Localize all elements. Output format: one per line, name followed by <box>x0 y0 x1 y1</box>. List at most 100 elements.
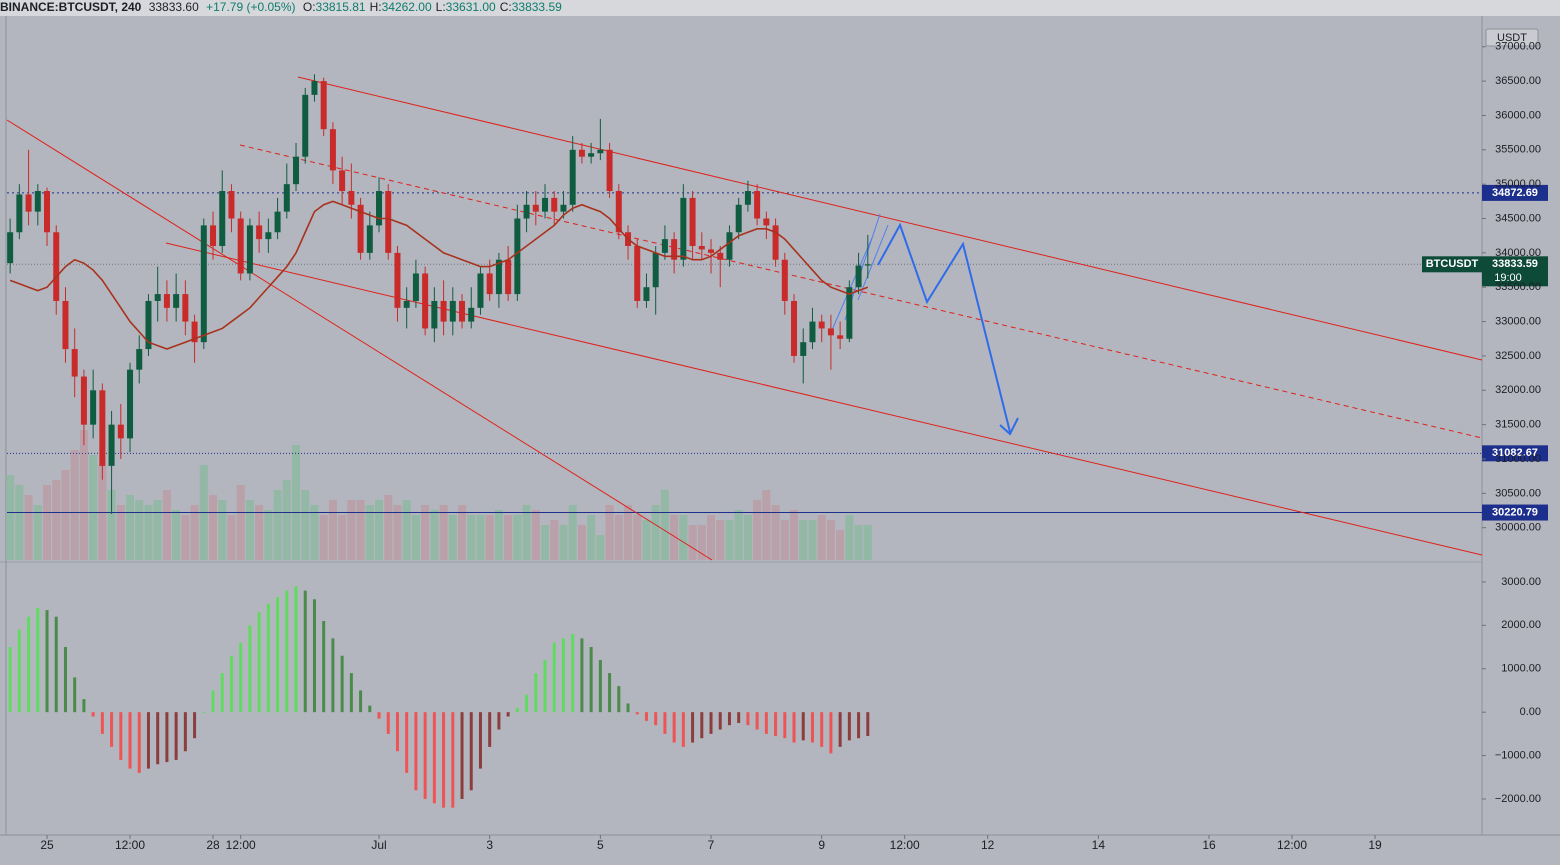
volume-bar <box>559 525 568 560</box>
channel-upper <box>297 76 1483 361</box>
candle-body <box>16 194 23 233</box>
volume-bar <box>116 505 125 560</box>
y-tick-label: 35000.00 <box>1495 178 1541 190</box>
volume-bar <box>863 525 872 560</box>
hist-bar <box>63 647 67 713</box>
y-tick-label: 37000.00 <box>1495 41 1541 53</box>
hist-bar <box>165 712 169 763</box>
candle-body <box>643 287 650 301</box>
hist-bar <box>331 638 335 713</box>
y-tick-label: 31000.00 <box>1495 453 1541 465</box>
volume-bar <box>310 505 319 560</box>
hist-bar <box>755 712 759 730</box>
candle-body <box>698 245 705 250</box>
y-tick-label: 33500.00 <box>1495 281 1541 293</box>
x-tick-label: 9 <box>818 838 825 852</box>
candle-body <box>154 294 161 301</box>
hist-bar <box>128 712 132 769</box>
volume-bar <box>301 490 310 560</box>
x-tick-label: 12:00 <box>226 838 256 852</box>
hist-bar <box>414 712 418 791</box>
hist-bar <box>598 660 602 713</box>
x-tick-label: 7 <box>708 838 715 852</box>
candle-body <box>864 264 871 266</box>
candle-body <box>735 204 742 233</box>
volume-bar <box>688 525 697 560</box>
candle-body <box>191 321 198 343</box>
hist-bar <box>442 712 446 808</box>
candle-body <box>726 232 733 260</box>
candle-body <box>744 191 751 205</box>
volume-bar <box>550 520 559 560</box>
price-line-box <box>1482 504 1548 521</box>
candle-body <box>385 191 392 253</box>
volume-bar <box>227 515 236 560</box>
ohlc-value: 33631.00 <box>445 0 496 14</box>
volume-bar <box>79 430 88 560</box>
hist-bar <box>248 625 252 713</box>
volume-bar <box>273 490 282 560</box>
volume-bar <box>458 505 467 560</box>
hist-bar <box>866 712 870 737</box>
fork-line <box>857 224 889 301</box>
candle-body <box>615 191 622 233</box>
hist-bar <box>847 712 851 741</box>
hist-bar <box>322 620 326 713</box>
hist-bar <box>506 712 510 717</box>
hist-bar <box>580 638 584 713</box>
hist-bar <box>82 699 86 713</box>
volume-bar <box>365 505 374 560</box>
candle-body <box>329 129 336 171</box>
volume-bar <box>826 520 835 560</box>
hist-bar <box>91 712 95 717</box>
candle-body <box>339 170 346 192</box>
hist-bar <box>783 712 787 739</box>
candle-body <box>809 321 816 343</box>
volume-bar <box>264 510 273 560</box>
candle-body <box>182 294 189 322</box>
candle-body <box>200 225 207 343</box>
volume-bar <box>587 515 596 560</box>
hist-bar <box>737 712 741 724</box>
hist-bar <box>202 712 206 714</box>
candle-body <box>71 349 78 377</box>
candle-body <box>514 218 521 295</box>
volume-bar <box>854 525 863 560</box>
candle-body <box>477 273 484 308</box>
candle-body <box>302 94 309 157</box>
candle-body <box>53 232 60 301</box>
candle-body <box>99 390 106 466</box>
candle-body <box>818 321 825 329</box>
candle-body <box>468 307 475 322</box>
candle-body <box>210 225 217 246</box>
hist-bar <box>146 712 150 769</box>
volume-bar <box>162 490 171 560</box>
hist-bar <box>266 603 270 713</box>
volume-bar <box>24 495 33 560</box>
hist-bar <box>727 712 731 726</box>
volume-bar <box>743 515 752 560</box>
volume-bar <box>541 525 550 560</box>
volume-bar <box>190 505 199 560</box>
volume-bar <box>236 485 245 560</box>
candle-body <box>274 211 281 233</box>
candle-body <box>791 300 798 356</box>
candle-body <box>403 300 410 308</box>
hist-bar <box>764 712 768 734</box>
hist-bar <box>681 712 685 747</box>
candle-body <box>495 259 502 295</box>
hist-tick-label: −2000.00 <box>1495 793 1541 805</box>
volume-bar <box>153 500 162 560</box>
volume-bar <box>660 490 669 560</box>
volume-bar <box>209 495 218 560</box>
candle-body <box>606 149 613 192</box>
volume-bar <box>762 490 771 560</box>
last-price: 33833.60 <box>148 0 199 14</box>
volume-bar <box>596 535 605 560</box>
candle-body <box>117 424 124 439</box>
candle-body <box>127 369 134 439</box>
candle-body <box>431 300 438 329</box>
hist-bar <box>100 712 104 734</box>
ohlc-value: 33815.81 <box>315 0 366 14</box>
candle-body <box>246 225 253 274</box>
